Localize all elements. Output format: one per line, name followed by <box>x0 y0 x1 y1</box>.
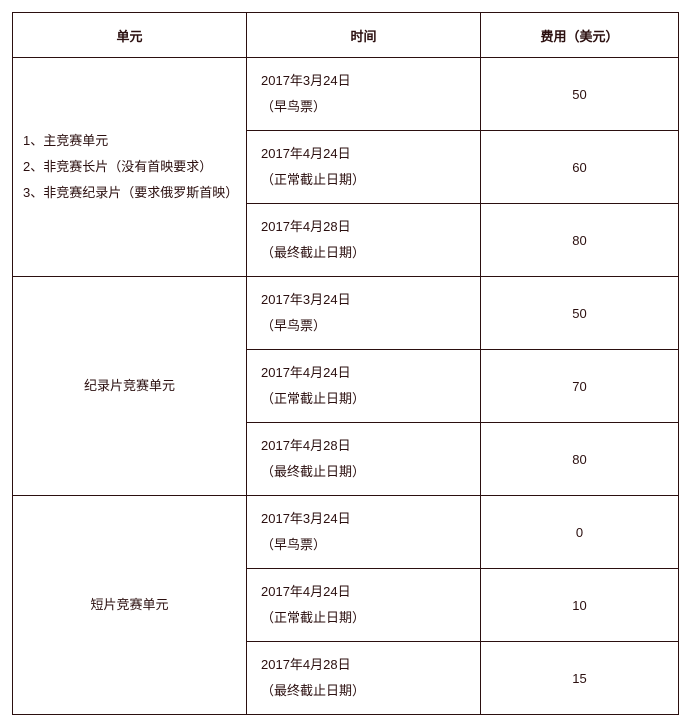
time-date: 2017年4月28日 <box>261 214 466 240</box>
time-note: （早鸟票） <box>261 313 466 339</box>
time-note: （正常截止日期） <box>261 386 466 412</box>
time-cell: 2017年4月28日（最终截止日期） <box>247 204 481 277</box>
time-cell: 2017年4月24日（正常截止日期） <box>247 131 481 204</box>
fee-cell: 70 <box>481 350 679 423</box>
fee-cell: 80 <box>481 204 679 277</box>
time-date: 2017年3月24日 <box>261 506 466 532</box>
unit-line: 纪录片竞赛单元 <box>23 373 236 399</box>
unit-line: 2、非竞赛长片（没有首映要求） <box>23 154 236 180</box>
time-date: 2017年4月24日 <box>261 360 466 386</box>
time-note: （早鸟票） <box>261 94 466 120</box>
time-date: 2017年4月28日 <box>261 652 466 678</box>
fees-table: 单元 时间 费用（美元） 1、主竞赛单元2、非竞赛长片（没有首映要求）3、非竞赛… <box>12 12 679 715</box>
time-date: 2017年3月24日 <box>261 68 466 94</box>
fee-cell: 15 <box>481 642 679 715</box>
header-time: 时间 <box>247 13 481 58</box>
time-cell: 2017年3月24日（早鸟票） <box>247 58 481 131</box>
unit-line: 1、主竞赛单元 <box>23 128 236 154</box>
fee-cell: 0 <box>481 496 679 569</box>
time-note: （最终截止日期） <box>261 240 466 266</box>
unit-cell: 1、主竞赛单元2、非竞赛长片（没有首映要求）3、非竞赛纪录片（要求俄罗斯首映） <box>13 58 247 277</box>
unit-cell: 短片竞赛单元 <box>13 496 247 715</box>
fee-cell: 10 <box>481 569 679 642</box>
time-cell: 2017年3月24日（早鸟票） <box>247 496 481 569</box>
fee-cell: 80 <box>481 423 679 496</box>
table-row: 短片竞赛单元2017年3月24日（早鸟票）0 <box>13 496 679 569</box>
unit-line: 3、非竞赛纪录片（要求俄罗斯首映） <box>23 180 236 206</box>
time-cell: 2017年4月24日（正常截止日期） <box>247 350 481 423</box>
time-note: （正常截止日期） <box>261 605 466 631</box>
table-row: 纪录片竞赛单元2017年3月24日（早鸟票）50 <box>13 277 679 350</box>
time-date: 2017年4月24日 <box>261 579 466 605</box>
time-cell: 2017年4月28日（最终截止日期） <box>247 642 481 715</box>
time-cell: 2017年3月24日（早鸟票） <box>247 277 481 350</box>
time-note: （早鸟票） <box>261 532 466 558</box>
time-date: 2017年4月28日 <box>261 433 466 459</box>
table-row: 1、主竞赛单元2、非竞赛长片（没有首映要求）3、非竞赛纪录片（要求俄罗斯首映）2… <box>13 58 679 131</box>
time-date: 2017年3月24日 <box>261 287 466 313</box>
fee-cell: 60 <box>481 131 679 204</box>
time-note: （最终截止日期） <box>261 459 466 485</box>
table-head: 单元 时间 费用（美元） <box>13 13 679 58</box>
table-body: 1、主竞赛单元2、非竞赛长片（没有首映要求）3、非竞赛纪录片（要求俄罗斯首映）2… <box>13 58 679 715</box>
header-fee: 费用（美元） <box>481 13 679 58</box>
time-cell: 2017年4月24日（正常截止日期） <box>247 569 481 642</box>
time-date: 2017年4月24日 <box>261 141 466 167</box>
header-unit: 单元 <box>13 13 247 58</box>
header-row: 单元 时间 费用（美元） <box>13 13 679 58</box>
time-note: （最终截止日期） <box>261 678 466 704</box>
unit-cell: 纪录片竞赛单元 <box>13 277 247 496</box>
fee-cell: 50 <box>481 58 679 131</box>
unit-line: 短片竞赛单元 <box>23 592 236 618</box>
fee-cell: 50 <box>481 277 679 350</box>
time-note: （正常截止日期） <box>261 167 466 193</box>
time-cell: 2017年4月28日（最终截止日期） <box>247 423 481 496</box>
